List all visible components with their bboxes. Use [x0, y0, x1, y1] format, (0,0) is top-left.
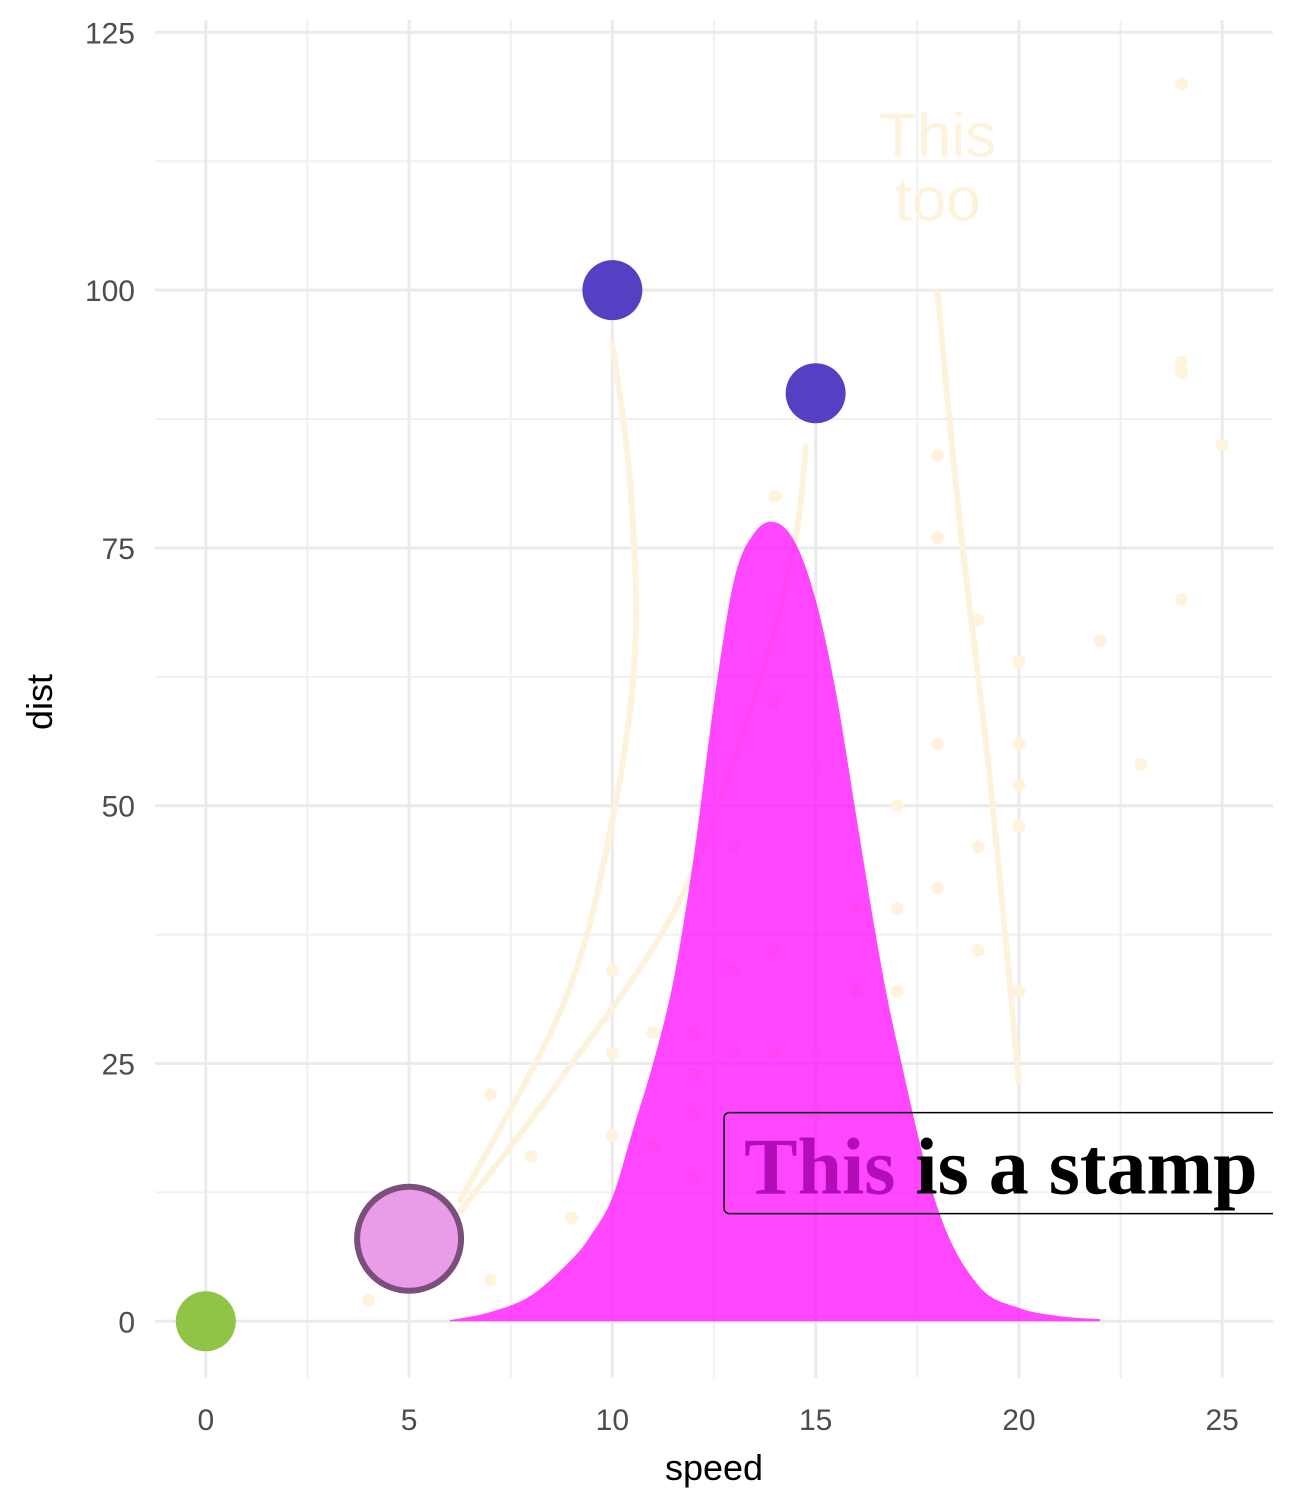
y-tick-label: 125 [85, 17, 135, 50]
x-tick-label: 20 [1002, 1404, 1035, 1437]
curve [456, 340, 640, 1204]
highlight-point [785, 363, 846, 424]
point [1215, 438, 1229, 452]
point [931, 737, 945, 751]
x-axis-title: speed [665, 1447, 763, 1488]
highlight-point [582, 260, 643, 321]
point [646, 1026, 660, 1040]
point [1134, 757, 1148, 771]
x-tick-label: 10 [596, 1404, 629, 1437]
point [1012, 778, 1026, 792]
point [931, 881, 945, 895]
point [524, 1149, 538, 1163]
x-tick-label: 0 [197, 1404, 214, 1437]
y-tick-label: 50 [102, 791, 135, 824]
point [1175, 592, 1189, 606]
density-area [449, 521, 1101, 1322]
point [1175, 77, 1189, 91]
y-axis-title: dist [19, 674, 60, 730]
point [931, 448, 945, 462]
x-tick-label: 5 [401, 1404, 418, 1437]
point [1012, 984, 1026, 998]
point [1175, 355, 1189, 369]
point [768, 489, 782, 503]
stamp-box [723, 1111, 1273, 1215]
curve [934, 290, 1022, 1086]
point [931, 531, 945, 545]
point [565, 1211, 579, 1225]
stamp-text: This is a stamp [744, 1124, 1257, 1212]
point [971, 840, 985, 854]
point [971, 613, 985, 627]
point [1012, 737, 1026, 751]
point [890, 984, 904, 998]
point [483, 1087, 497, 1101]
point [605, 964, 619, 978]
highlight-point [175, 1291, 236, 1352]
annotation-text: too [894, 165, 980, 234]
y-tick-label: 0 [118, 1306, 135, 1339]
point [605, 1129, 619, 1143]
point [483, 1273, 497, 1287]
x-tick-label: 15 [799, 1404, 832, 1437]
highlight-point [354, 1183, 465, 1294]
stamp-part: This [744, 1124, 895, 1212]
stamp-part: is a stamp [915, 1124, 1257, 1212]
point [361, 1294, 375, 1308]
point [1012, 654, 1026, 668]
point [1012, 819, 1026, 833]
x-tick-label: 25 [1205, 1404, 1238, 1437]
y-tick-label: 75 [102, 533, 135, 566]
point [890, 799, 904, 813]
annotation-text: This [879, 101, 996, 170]
point [890, 902, 904, 916]
point [1093, 634, 1107, 648]
point [605, 1046, 619, 1060]
point [1175, 366, 1189, 380]
y-tick-label: 25 [102, 1049, 135, 1082]
y-tick-label: 100 [85, 275, 135, 308]
point [971, 943, 985, 957]
